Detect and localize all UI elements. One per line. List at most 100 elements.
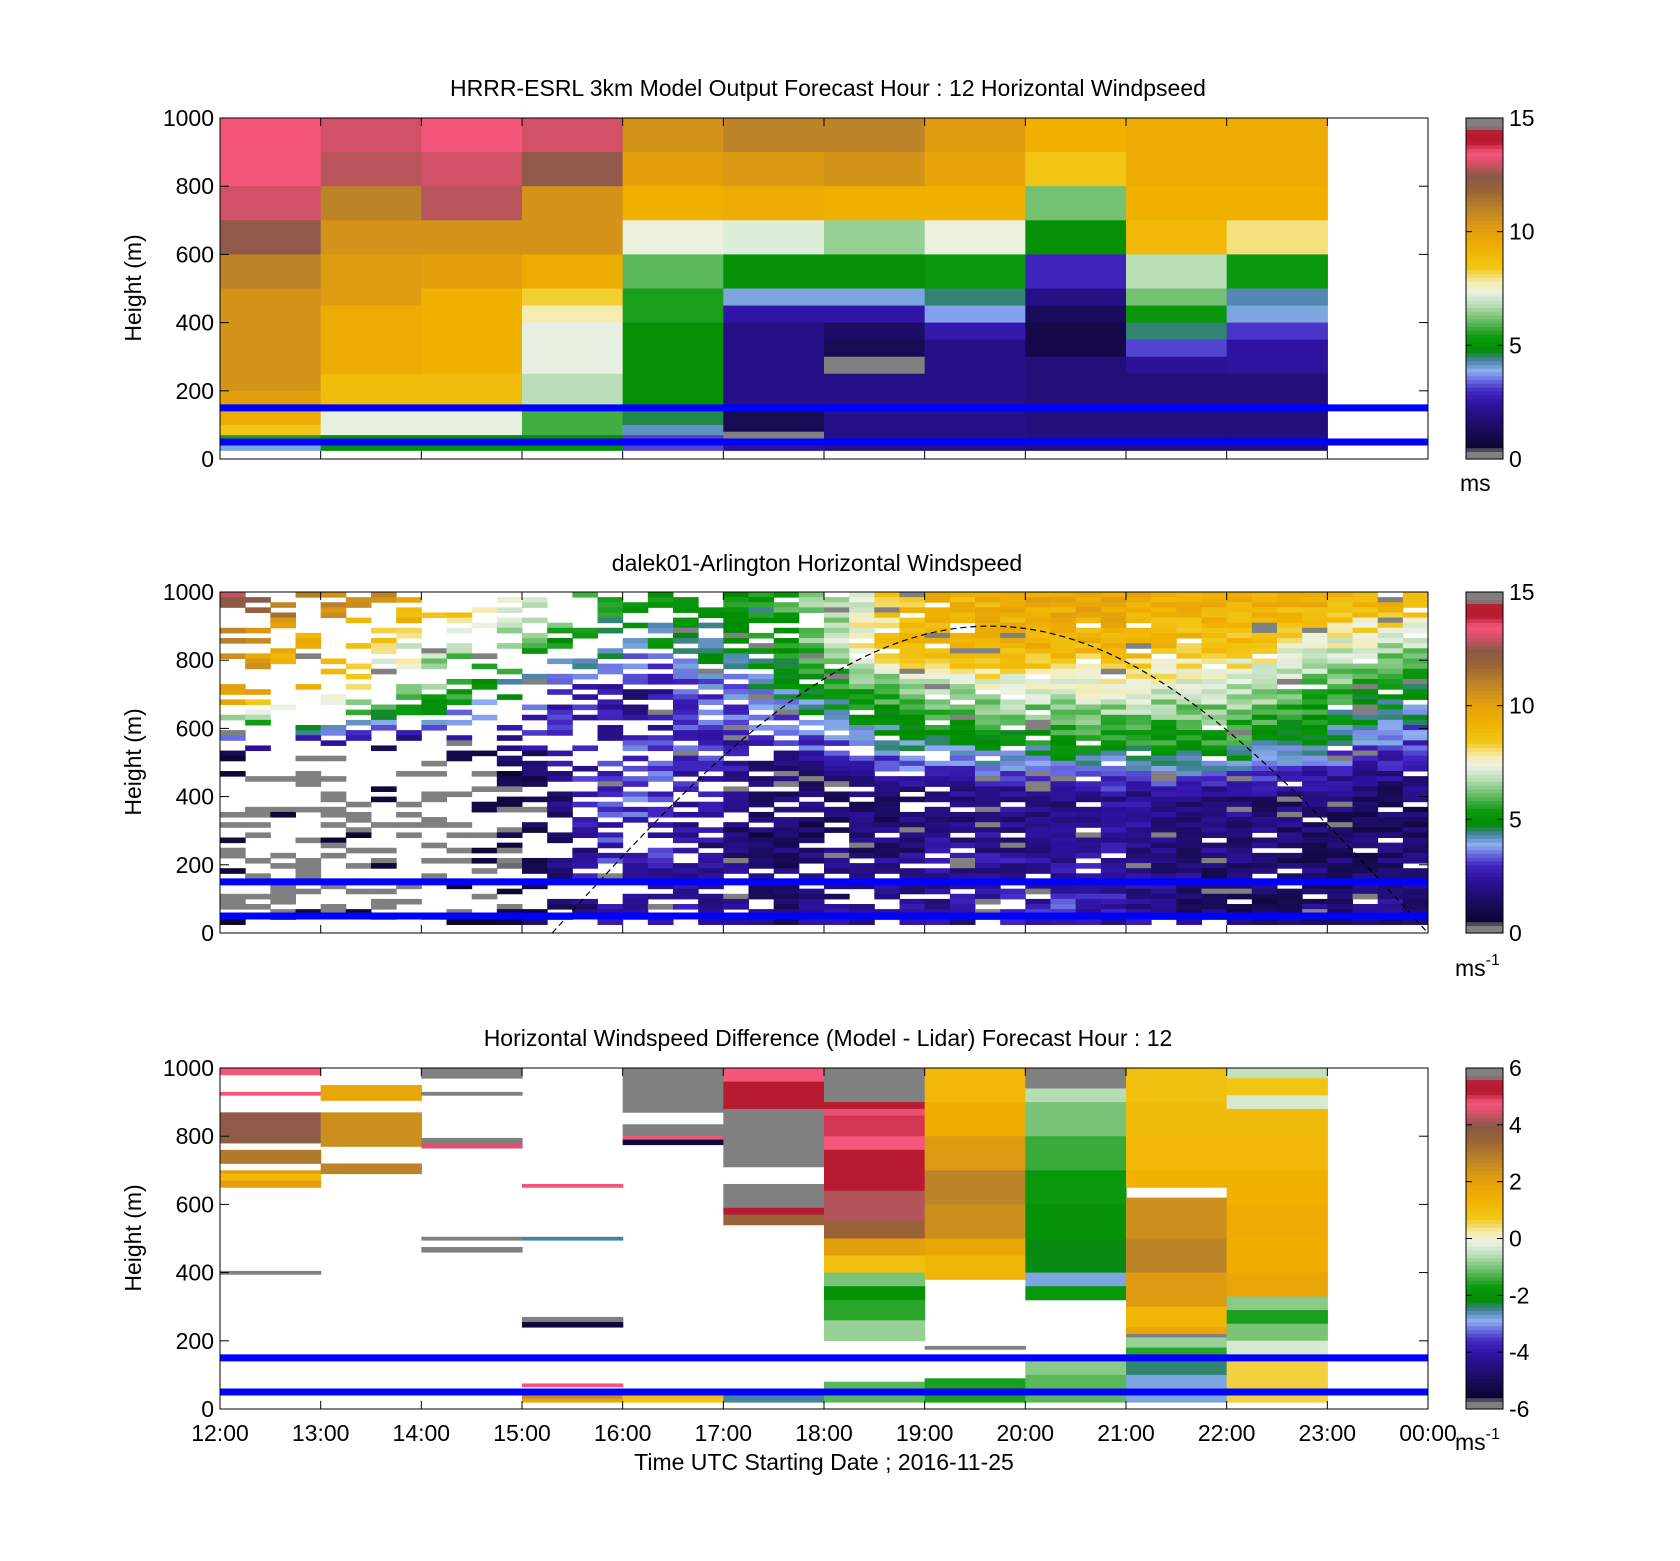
heatmap-cell bbox=[1377, 638, 1404, 644]
y-tick-label: 0 bbox=[201, 920, 214, 946]
colorbar-swatch bbox=[1466, 698, 1503, 703]
heatmap-cell bbox=[1126, 704, 1152, 711]
heatmap-cell bbox=[1126, 786, 1152, 792]
heatmap-cell bbox=[1151, 827, 1177, 833]
heatmap-cell bbox=[899, 602, 926, 608]
heatmap-cell bbox=[421, 653, 447, 659]
heatmap-cell bbox=[1176, 837, 1202, 844]
heatmap-cell bbox=[874, 909, 900, 915]
heatmap-cell bbox=[1251, 817, 1278, 823]
heatmap-cell bbox=[1075, 904, 1102, 910]
heatmap-cell bbox=[824, 776, 850, 782]
heatmap-cell bbox=[1176, 883, 1202, 890]
heatmap-cell bbox=[245, 719, 271, 726]
heatmap-cell bbox=[924, 919, 951, 925]
heatmap-cell bbox=[949, 663, 976, 670]
heatmap-cell bbox=[320, 1112, 422, 1147]
heatmap-cell bbox=[1025, 254, 1127, 289]
heatmap-cell bbox=[748, 873, 775, 879]
heatmap-cell bbox=[1327, 673, 1353, 680]
heatmap-cell bbox=[1075, 883, 1102, 890]
heatmap-cell bbox=[1100, 612, 1127, 619]
heatmap-cell bbox=[975, 873, 1001, 879]
heatmap-cell bbox=[899, 888, 926, 895]
heatmap-cell bbox=[1100, 822, 1127, 828]
heatmap-cell bbox=[1201, 873, 1228, 879]
heatmap-cell bbox=[522, 909, 548, 915]
heatmap-cell bbox=[496, 755, 523, 762]
heatmap-cell bbox=[572, 684, 598, 690]
heatmap-cell bbox=[1226, 653, 1253, 659]
heatmap-cell bbox=[773, 714, 800, 721]
heatmap-cell bbox=[320, 852, 347, 859]
heatmap-cell bbox=[1302, 694, 1328, 700]
heatmap-cell bbox=[295, 735, 322, 741]
heatmap-cell bbox=[824, 750, 850, 757]
heatmap-cell bbox=[1327, 801, 1353, 808]
heatmap-cell bbox=[949, 904, 976, 910]
heatmap-cell bbox=[773, 852, 800, 859]
heatmap-cell bbox=[1302, 857, 1328, 864]
heatmap-cell bbox=[270, 602, 296, 608]
heatmap-cell bbox=[1025, 612, 1051, 619]
heatmap-cell bbox=[572, 898, 598, 905]
colorbar-swatch bbox=[1466, 174, 1503, 180]
heatmap-cell bbox=[421, 694, 447, 700]
heatmap-cell bbox=[220, 750, 246, 757]
heatmap-cell bbox=[622, 735, 649, 741]
heatmap-cell bbox=[1000, 730, 1026, 736]
heatmap-cell bbox=[975, 602, 1001, 608]
heatmap-cell bbox=[698, 622, 724, 629]
heatmap-cell bbox=[1000, 842, 1026, 849]
heatmap-cell bbox=[622, 873, 649, 879]
heatmap-cell bbox=[748, 811, 775, 818]
heatmap-cell bbox=[975, 852, 1001, 859]
heatmap-cell bbox=[849, 827, 875, 833]
heatmap-cell bbox=[1151, 873, 1177, 879]
heatmap-cell bbox=[924, 617, 951, 624]
heatmap-cell bbox=[496, 776, 523, 782]
colorbar-swatch bbox=[1466, 303, 1503, 309]
heatmap-cell bbox=[1352, 607, 1379, 613]
heatmap-cell bbox=[446, 612, 473, 619]
colorbar-swatch bbox=[1466, 1181, 1503, 1187]
heatmap-cell bbox=[320, 904, 347, 910]
heatmap-cell bbox=[1126, 356, 1228, 375]
heatmap-cell bbox=[1151, 719, 1177, 726]
colorbar-swatch bbox=[1466, 1390, 1503, 1395]
heatmap-cell bbox=[496, 806, 523, 813]
heatmap-cell bbox=[824, 847, 850, 854]
heatmap-cell bbox=[572, 863, 598, 869]
heatmap-cell bbox=[345, 735, 372, 741]
heatmap-cell bbox=[1025, 904, 1051, 910]
heatmap-cell bbox=[924, 622, 951, 629]
heatmap-cell bbox=[975, 699, 1001, 706]
heatmap-cell bbox=[1251, 597, 1278, 603]
heatmap-cell bbox=[245, 811, 271, 818]
colorbar-swatch bbox=[1466, 1124, 1503, 1130]
heatmap-cell bbox=[849, 760, 875, 767]
heatmap-cell bbox=[522, 648, 548, 654]
heatmap-cell bbox=[748, 863, 775, 869]
heatmap-cell bbox=[723, 832, 749, 839]
heatmap-cell bbox=[1402, 653, 1429, 659]
heatmap-cell bbox=[522, 617, 548, 624]
heatmap-cell bbox=[1050, 832, 1077, 839]
colorbar-swatch bbox=[1466, 705, 1503, 711]
heatmap-cell bbox=[1100, 806, 1127, 813]
heatmap-cell bbox=[1000, 827, 1026, 833]
heatmap-cell bbox=[824, 653, 850, 659]
heatmap-cell bbox=[1377, 709, 1404, 716]
heatmap-cell bbox=[1201, 730, 1228, 736]
heatmap-cell bbox=[1277, 719, 1303, 726]
heatmap-cell bbox=[723, 663, 749, 670]
heatmap-cell bbox=[1050, 597, 1077, 603]
colorbar-swatch bbox=[1466, 299, 1503, 305]
colorbar-swatch bbox=[1466, 136, 1503, 142]
heatmap-cell bbox=[798, 740, 825, 746]
heatmap-cell bbox=[1352, 909, 1379, 915]
heatmap-cell bbox=[748, 740, 775, 746]
heatmap-cell bbox=[471, 857, 498, 864]
heatmap-cell bbox=[245, 658, 271, 665]
heatmap-cell bbox=[798, 699, 825, 706]
